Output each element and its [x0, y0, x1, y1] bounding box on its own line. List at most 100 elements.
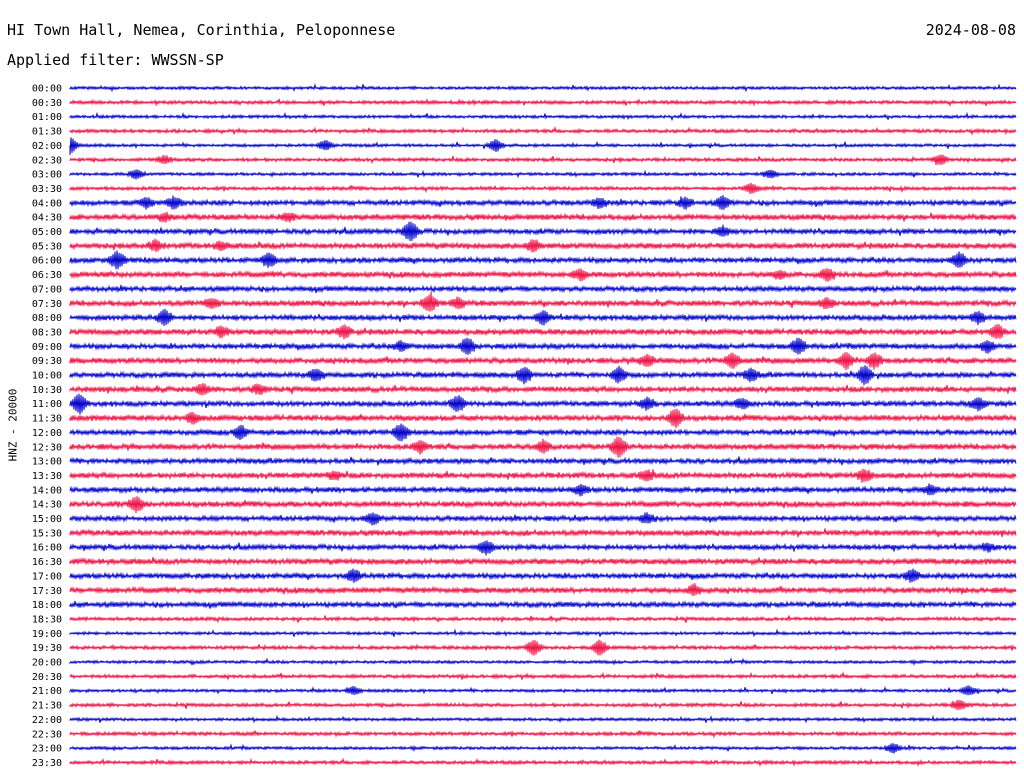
- row-label: 18:30: [32, 614, 62, 625]
- row-label: 07:00: [32, 284, 62, 295]
- trace-row: [69, 154, 1017, 166]
- trace-row: [69, 729, 1017, 739]
- row-label: 16:30: [32, 557, 62, 568]
- trace-row: [69, 423, 1017, 442]
- trace-row: [69, 583, 1017, 597]
- row-label: 01:30: [32, 127, 62, 138]
- row-label: 23:30: [32, 758, 62, 769]
- row-label: 00:30: [32, 98, 62, 109]
- row-label: 17:30: [32, 586, 62, 597]
- row-label: 20:00: [32, 658, 62, 669]
- trace-row: [69, 628, 1017, 638]
- row-label: 17:00: [32, 571, 62, 582]
- row-label: 09:30: [32, 356, 62, 367]
- row-label: 15:30: [32, 528, 62, 539]
- row-label: 15:00: [32, 514, 62, 525]
- trace-row: [69, 352, 1017, 371]
- row-label: 11:00: [32, 399, 62, 410]
- trace-row: [69, 685, 1017, 696]
- row-label: 18:00: [32, 600, 62, 611]
- trace-row: [69, 291, 1017, 312]
- trace-row: [69, 182, 1017, 195]
- trace-row: [69, 111, 1017, 122]
- row-label: 23:00: [32, 744, 62, 755]
- trace-row: [69, 568, 1017, 583]
- trace-row: [69, 97, 1017, 107]
- date-label: 2024-08-08: [925, 21, 1016, 39]
- row-label: 10:30: [32, 385, 62, 396]
- trace-row: [69, 125, 1017, 136]
- row-label: 05:30: [32, 241, 62, 252]
- trace-row: [69, 512, 1017, 526]
- trace-row: [69, 483, 1017, 497]
- row-label: 01:00: [32, 112, 62, 123]
- row-label: 20:30: [32, 672, 62, 683]
- trace-row: [69, 238, 1017, 253]
- row-label: 11:30: [32, 414, 62, 425]
- trace-row: [69, 743, 1017, 754]
- row-label: 21:00: [32, 686, 62, 697]
- row-label: 07:30: [32, 299, 62, 310]
- row-label: 03:30: [32, 184, 62, 195]
- row-label: 02:00: [32, 141, 62, 152]
- row-label: 08:00: [32, 313, 62, 324]
- trace-row: [69, 600, 1017, 610]
- trace-row: [69, 308, 1017, 326]
- trace-row: [69, 137, 1017, 155]
- trace-row: [69, 614, 1017, 624]
- row-label: 10:00: [32, 371, 62, 382]
- row-label: 06:00: [32, 256, 62, 267]
- trace-row: [69, 436, 1017, 458]
- trace-row: [69, 250, 1017, 270]
- row-label: 05:00: [32, 227, 62, 238]
- row-label: 02:30: [32, 155, 62, 166]
- trace-row: [69, 699, 1017, 710]
- trace-row: [69, 757, 1017, 768]
- row-label: 22:00: [32, 715, 62, 726]
- trace-row: [69, 556, 1017, 567]
- trace-row: [69, 267, 1017, 282]
- trace-row: [69, 468, 1017, 483]
- row-label: 16:00: [32, 543, 62, 554]
- trace-row: [69, 169, 1017, 180]
- trace-row: [69, 195, 1017, 210]
- trace-row: [69, 540, 1017, 556]
- row-label: 14:00: [32, 485, 62, 496]
- row-label: 12:30: [32, 442, 62, 453]
- row-label: 19:30: [32, 643, 62, 654]
- trace-row: [69, 221, 1017, 242]
- row-label: 06:30: [32, 270, 62, 281]
- row-label: 13:30: [32, 471, 62, 482]
- trace-row: [69, 671, 1017, 681]
- row-label: 08:30: [32, 327, 62, 338]
- row-label: 21:30: [32, 701, 62, 712]
- trace-row: [69, 83, 1017, 93]
- trace-row: [69, 408, 1017, 429]
- row-label: 04:30: [32, 213, 62, 224]
- row-label: 04:00: [32, 198, 62, 209]
- station-title: HI Town Hall, Nemea, Corinthia, Peloponn…: [7, 21, 396, 39]
- row-label: 13:00: [32, 457, 62, 468]
- trace-row: [69, 393, 1017, 415]
- trace-row: [69, 714, 1017, 724]
- trace-row: [69, 382, 1017, 396]
- row-label: 00:00: [32, 84, 62, 95]
- trace-row: [69, 284, 1017, 294]
- trace-row: [69, 639, 1017, 656]
- row-label: 09:00: [32, 342, 62, 353]
- filter-label: Applied filter: WWSSN-SP: [7, 51, 224, 69]
- row-label: 19:00: [32, 629, 62, 640]
- trace-row: [69, 337, 1017, 355]
- trace-row: [69, 496, 1017, 514]
- row-label: 12:00: [32, 428, 62, 439]
- row-label: 22:30: [32, 729, 62, 740]
- trace-row: [69, 456, 1017, 466]
- trace-row: [69, 365, 1017, 386]
- trace-row: [69, 211, 1017, 223]
- trace-row: [69, 657, 1017, 667]
- trace-row: [69, 528, 1017, 538]
- row-label: 03:00: [32, 170, 62, 181]
- trace-row: [69, 324, 1017, 340]
- row-label: 14:30: [32, 500, 62, 511]
